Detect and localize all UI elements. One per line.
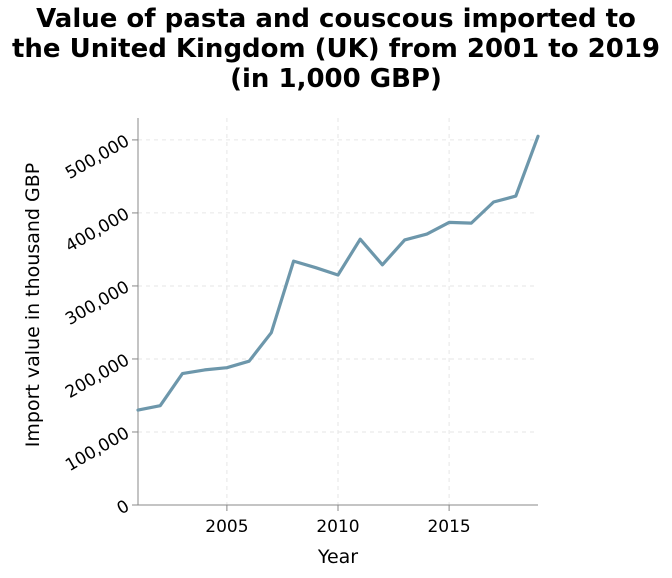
chart-title: Value of pasta and couscous imported to … (0, 4, 672, 94)
y-tick-label: 200,000 (62, 350, 133, 402)
data-point (159, 404, 162, 407)
data-point (181, 372, 184, 375)
data-point (448, 221, 451, 224)
data-point (203, 368, 206, 371)
data-point (136, 409, 139, 412)
x-tick-label: 2015 (427, 517, 470, 537)
data-point (270, 331, 273, 334)
data-point (492, 200, 495, 203)
data-point (248, 360, 251, 363)
chart-title-line-3: (in 1,000 GBP) (230, 64, 442, 94)
y-tick-label: 400,000 (62, 204, 133, 256)
data-point (381, 263, 384, 266)
data-point (470, 222, 473, 225)
x-tick-label: 2010 (316, 517, 359, 537)
data-point (425, 233, 428, 236)
data-point (225, 366, 228, 369)
y-tick-label: 0 (114, 496, 133, 519)
y-tick-label: 500,000 (62, 131, 133, 183)
data-point (292, 260, 295, 263)
data-point (359, 238, 362, 241)
data-point (536, 135, 539, 138)
data-point (336, 273, 339, 276)
x-axis-title: Year (317, 546, 358, 568)
y-axis-title: Import value in thousand GBP (22, 163, 44, 447)
series-line (136, 134, 540, 412)
grid-lines (138, 118, 538, 505)
data-point (403, 238, 406, 241)
x-tick-label: 2005 (205, 517, 248, 537)
y-tick-label: 100,000 (62, 423, 133, 475)
chart-title-line-1: Value of pasta and couscous imported to (36, 4, 636, 34)
y-tick-label: 300,000 (62, 277, 133, 329)
chart-title-line-2: the United Kingdom (UK) from 2001 to 201… (11, 34, 661, 64)
data-point (514, 195, 517, 198)
x-axis-ticks: 2005 2010 2015 (205, 505, 471, 537)
y-axis-ticks: 0 100,000 200,000 300,000 400,000 500,000 (62, 131, 138, 519)
series-group (136, 134, 540, 412)
data-point (314, 266, 317, 269)
